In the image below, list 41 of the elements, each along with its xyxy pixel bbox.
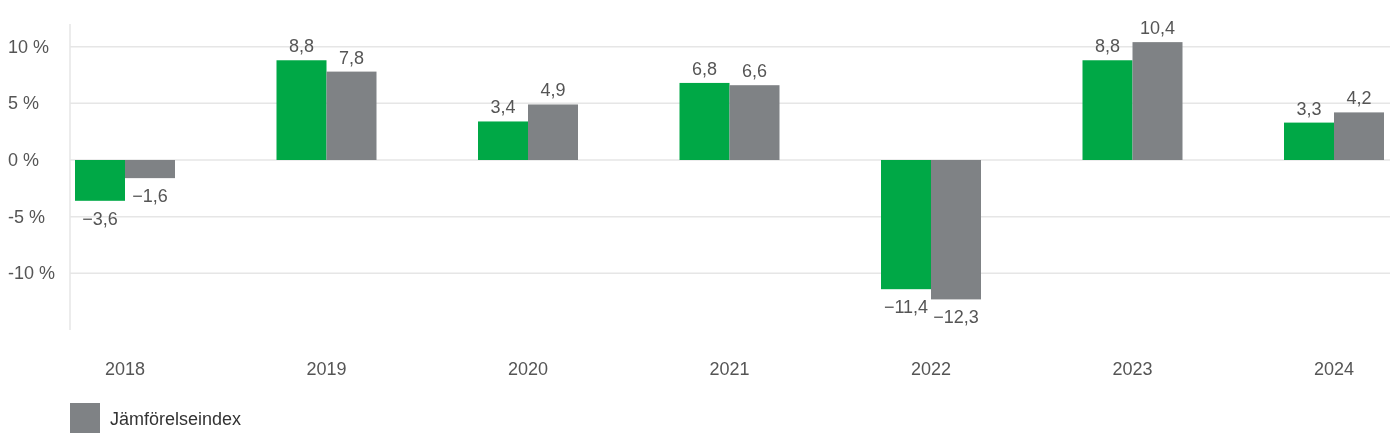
bar bbox=[528, 104, 578, 160]
data-label: 4,2 bbox=[1346, 88, 1372, 109]
data-label: −3,6 bbox=[82, 208, 118, 229]
y-tick-label: 10 % bbox=[8, 36, 50, 57]
data-label: −1,6 bbox=[132, 186, 168, 207]
legend-label: Jämförelseindex bbox=[110, 409, 242, 429]
data-label: 8,8 bbox=[1094, 36, 1121, 57]
bar bbox=[125, 160, 175, 179]
data-label: 8,8 bbox=[288, 36, 315, 57]
y-tick-label: -5 % bbox=[8, 206, 46, 227]
bar bbox=[478, 121, 528, 160]
x-tick-label: 2018 bbox=[104, 359, 146, 379]
bar bbox=[679, 82, 730, 160]
bar bbox=[729, 85, 780, 160]
bar bbox=[326, 71, 377, 160]
x-tick-label: 2019 bbox=[306, 359, 347, 379]
data-label: 3,4 bbox=[490, 97, 516, 118]
x-tick-label: 2024 bbox=[1313, 359, 1355, 379]
data-label: 10,4 bbox=[1139, 18, 1176, 39]
x-tick-label: 2021 bbox=[709, 359, 750, 379]
data-label: 4,9 bbox=[540, 80, 566, 101]
y-tick-label: -10 % bbox=[8, 263, 56, 284]
bar bbox=[1082, 60, 1133, 160]
bar bbox=[1284, 122, 1334, 160]
bar bbox=[931, 160, 981, 300]
data-label: −11,4 bbox=[883, 297, 929, 318]
data-label: −12,3 bbox=[933, 307, 979, 328]
y-tick-label: 5 % bbox=[8, 93, 40, 114]
x-tick-label: 2022 bbox=[910, 359, 952, 379]
data-label: 3,3 bbox=[1296, 98, 1322, 119]
x-tick-label: 2023 bbox=[1112, 359, 1153, 379]
bar bbox=[1334, 112, 1384, 160]
bar bbox=[1132, 42, 1183, 160]
data-label: 7,8 bbox=[338, 47, 365, 68]
data-label: 6,8 bbox=[691, 58, 718, 79]
data-label: 6,6 bbox=[741, 61, 768, 82]
bar bbox=[75, 160, 125, 201]
bar bbox=[881, 160, 931, 290]
bar bbox=[276, 60, 327, 160]
x-tick-label: 2020 bbox=[507, 359, 549, 379]
y-tick-label: 0 % bbox=[8, 150, 40, 170]
